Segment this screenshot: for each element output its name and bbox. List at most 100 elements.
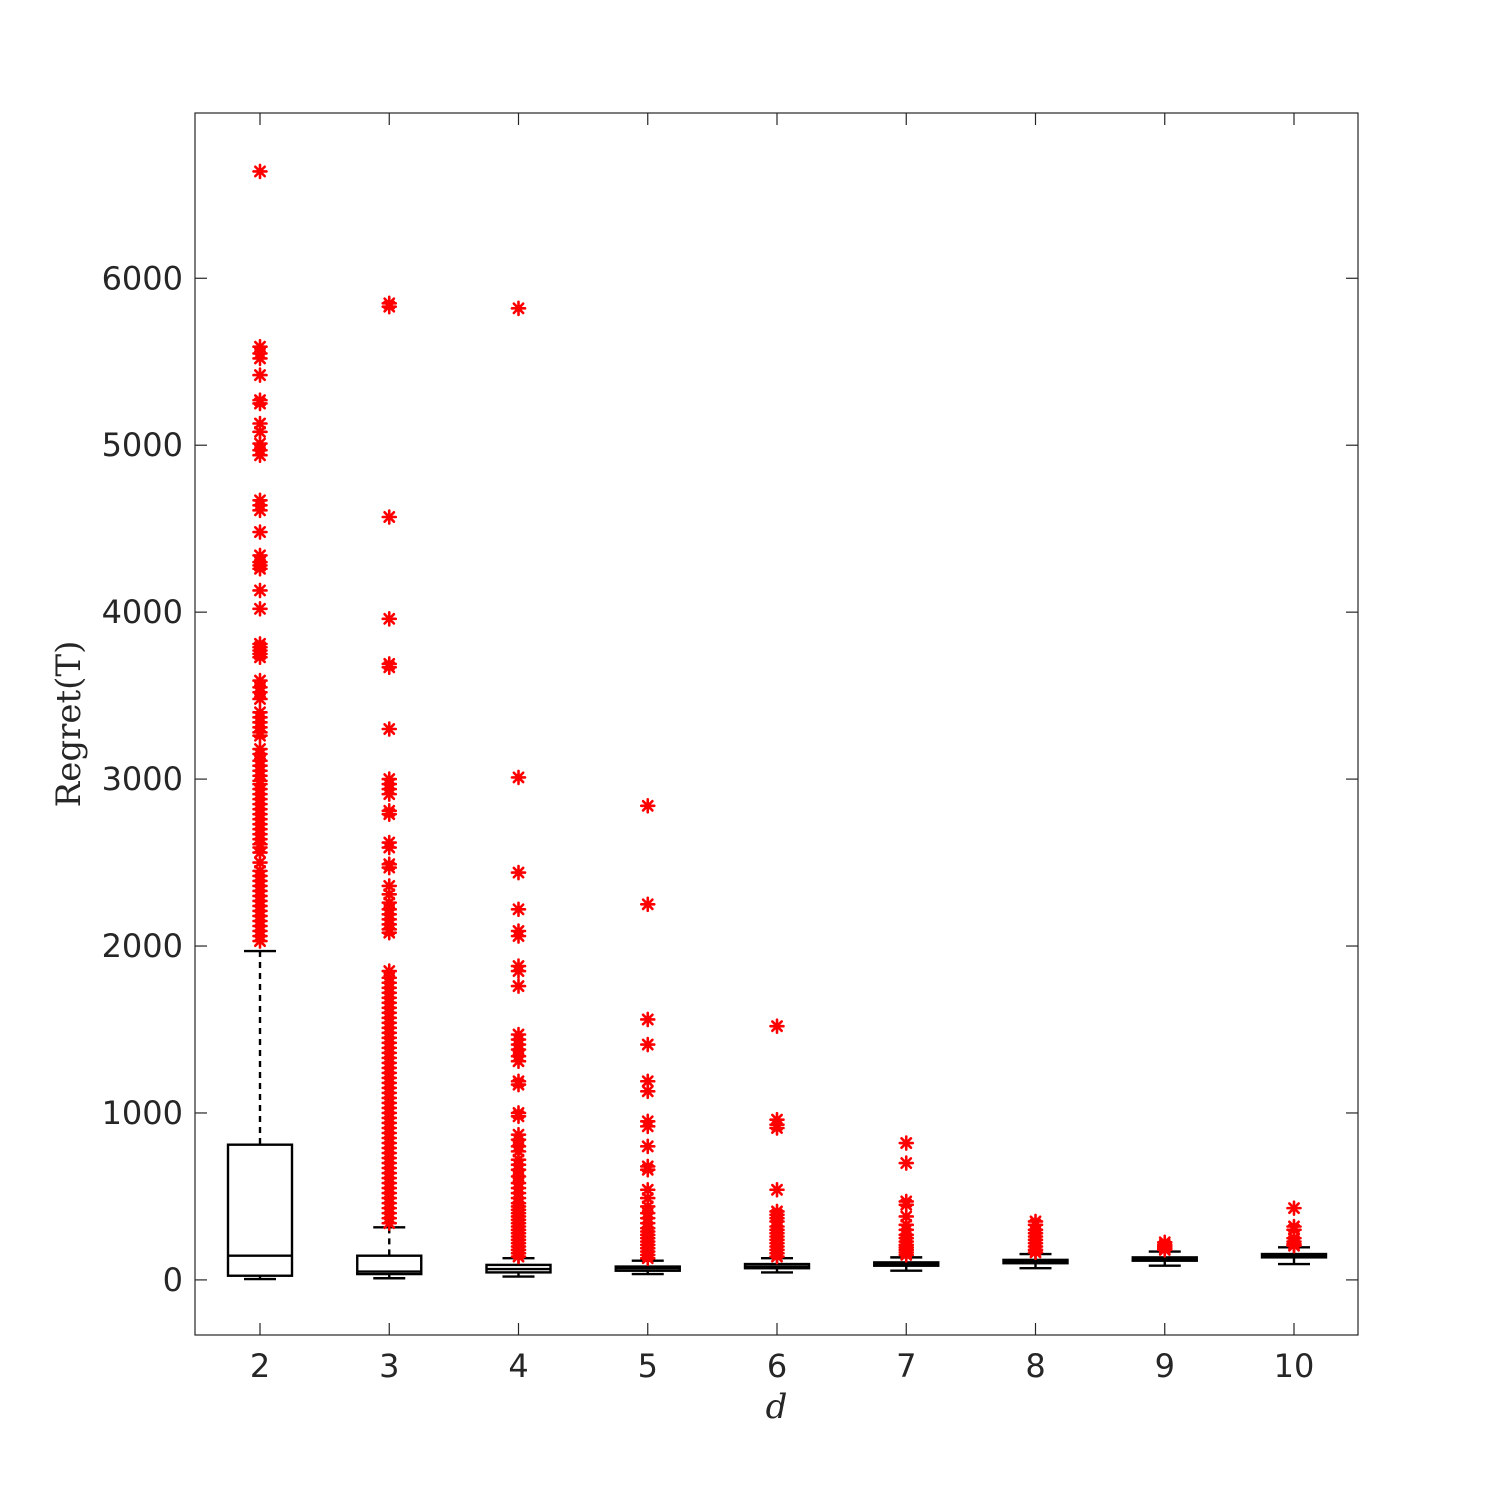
outlier-marker	[510, 864, 527, 881]
outlier-asterisk	[252, 854, 268, 871]
outlier-asterisk	[510, 1108, 527, 1125]
outlier-marker	[510, 300, 527, 317]
x-tick-label: 6	[767, 1347, 787, 1385]
outlier-asterisk	[381, 924, 398, 941]
outlier-asterisk	[252, 502, 268, 519]
outlier-asterisk	[639, 1250, 656, 1267]
outlier-marker	[252, 933, 268, 949]
outlier-marker	[381, 721, 398, 737]
outlier-marker	[1286, 1222, 1302, 1238]
outlier-asterisk	[510, 963, 527, 979]
outlier-asterisk	[381, 611, 398, 627]
outlier-asterisk	[381, 721, 398, 737]
outlier-asterisk	[381, 886, 398, 903]
y-tick-label: 6000	[102, 259, 183, 297]
outlier-asterisk	[898, 1208, 915, 1225]
outlier-asterisk	[381, 509, 398, 525]
outlier-marker	[510, 928, 527, 944]
outlier-marker	[381, 1215, 398, 1231]
y-tick-label: 4000	[102, 593, 183, 631]
outlier-marker	[252, 524, 268, 540]
iqr-box	[226, 1143, 294, 1277]
outlier-marker	[252, 854, 268, 871]
y-tick-label: 5000	[102, 426, 183, 464]
outlier-marker	[898, 1196, 915, 1213]
iqr-box	[356, 1254, 423, 1276]
outlier-asterisk	[898, 1247, 915, 1263]
outlier-asterisk	[381, 806, 398, 822]
x-tick-label: 7	[896, 1347, 916, 1385]
y-tick-label: 3000	[102, 760, 183, 798]
outlier-marker	[381, 611, 398, 627]
outlier-marker	[898, 1208, 915, 1225]
outlier-asterisk	[381, 1215, 398, 1231]
outlier-marker	[1027, 1244, 1044, 1261]
outlier-asterisk	[1286, 1200, 1302, 1216]
outlier-marker	[510, 1143, 527, 1160]
outlier-marker	[639, 798, 656, 814]
outlier-marker	[769, 1248, 785, 1265]
outlier-marker	[381, 886, 398, 903]
outlier-asterisk	[639, 1138, 656, 1155]
outlier-marker	[769, 1018, 785, 1034]
outlier-marker	[639, 1250, 656, 1267]
outlier-marker	[252, 601, 268, 617]
plot-area	[226, 163, 1328, 1281]
outlier-marker	[510, 901, 527, 918]
outlier-marker	[381, 806, 398, 822]
outlier-asterisk	[510, 901, 527, 918]
outlier-marker	[252, 395, 268, 412]
outlier-marker	[510, 978, 527, 994]
outlier-marker	[252, 367, 268, 383]
outlier-marker	[510, 1076, 527, 1093]
outlier-marker	[639, 1083, 656, 1100]
outlier-asterisk	[769, 1018, 785, 1034]
x-tick-label: 8	[1025, 1347, 1045, 1385]
outlier-asterisk	[252, 524, 268, 540]
y-tick-label: 2000	[102, 927, 183, 965]
outlier-marker	[252, 163, 268, 180]
outlier-marker	[381, 659, 398, 676]
outlier-asterisk	[769, 1248, 785, 1265]
outlier-marker	[639, 1161, 656, 1178]
y-tick-label: 0	[163, 1261, 183, 1299]
outlier-asterisk	[252, 727, 268, 744]
outlier-asterisk	[252, 350, 268, 367]
outlier-asterisk	[252, 395, 268, 412]
outlier-asterisk	[510, 978, 527, 994]
outlier-marker	[381, 786, 398, 802]
x-axis-label: d	[766, 1387, 788, 1427]
outlier-asterisk	[252, 163, 268, 180]
outlier-asterisk	[898, 1135, 915, 1151]
outlier-marker	[639, 1138, 656, 1155]
outlier-asterisk	[510, 1076, 527, 1093]
outlier-asterisk	[510, 1248, 527, 1265]
outlier-asterisk	[898, 1196, 915, 1213]
outlier-marker	[639, 1118, 656, 1135]
outlier-asterisk	[898, 1155, 915, 1171]
outlier-asterisk	[510, 1053, 527, 1070]
x-tick-label: 2	[250, 1347, 270, 1385]
outlier-marker	[252, 350, 268, 367]
outlier-asterisk	[1156, 1242, 1173, 1258]
outlier-asterisk	[639, 1190, 656, 1206]
outlier-marker	[381, 924, 398, 941]
outlier-marker	[898, 1135, 915, 1151]
outlier-asterisk	[381, 859, 398, 876]
outlier-asterisk	[252, 649, 268, 666]
outlier-marker	[252, 560, 268, 577]
outlier-marker	[381, 509, 398, 525]
outlier-marker	[639, 896, 656, 913]
outlier-marker	[381, 839, 398, 856]
outlier-marker	[510, 1248, 527, 1265]
outlier-asterisk	[252, 601, 268, 617]
outlier-marker	[252, 447, 268, 464]
outlier-marker	[1286, 1237, 1302, 1254]
outlier-marker	[381, 878, 398, 894]
outlier-asterisk	[252, 447, 268, 464]
outlier-asterisk	[639, 1011, 656, 1028]
outlier-asterisk	[639, 798, 656, 814]
outlier-asterisk	[510, 300, 527, 317]
outlier-marker	[1156, 1242, 1173, 1258]
